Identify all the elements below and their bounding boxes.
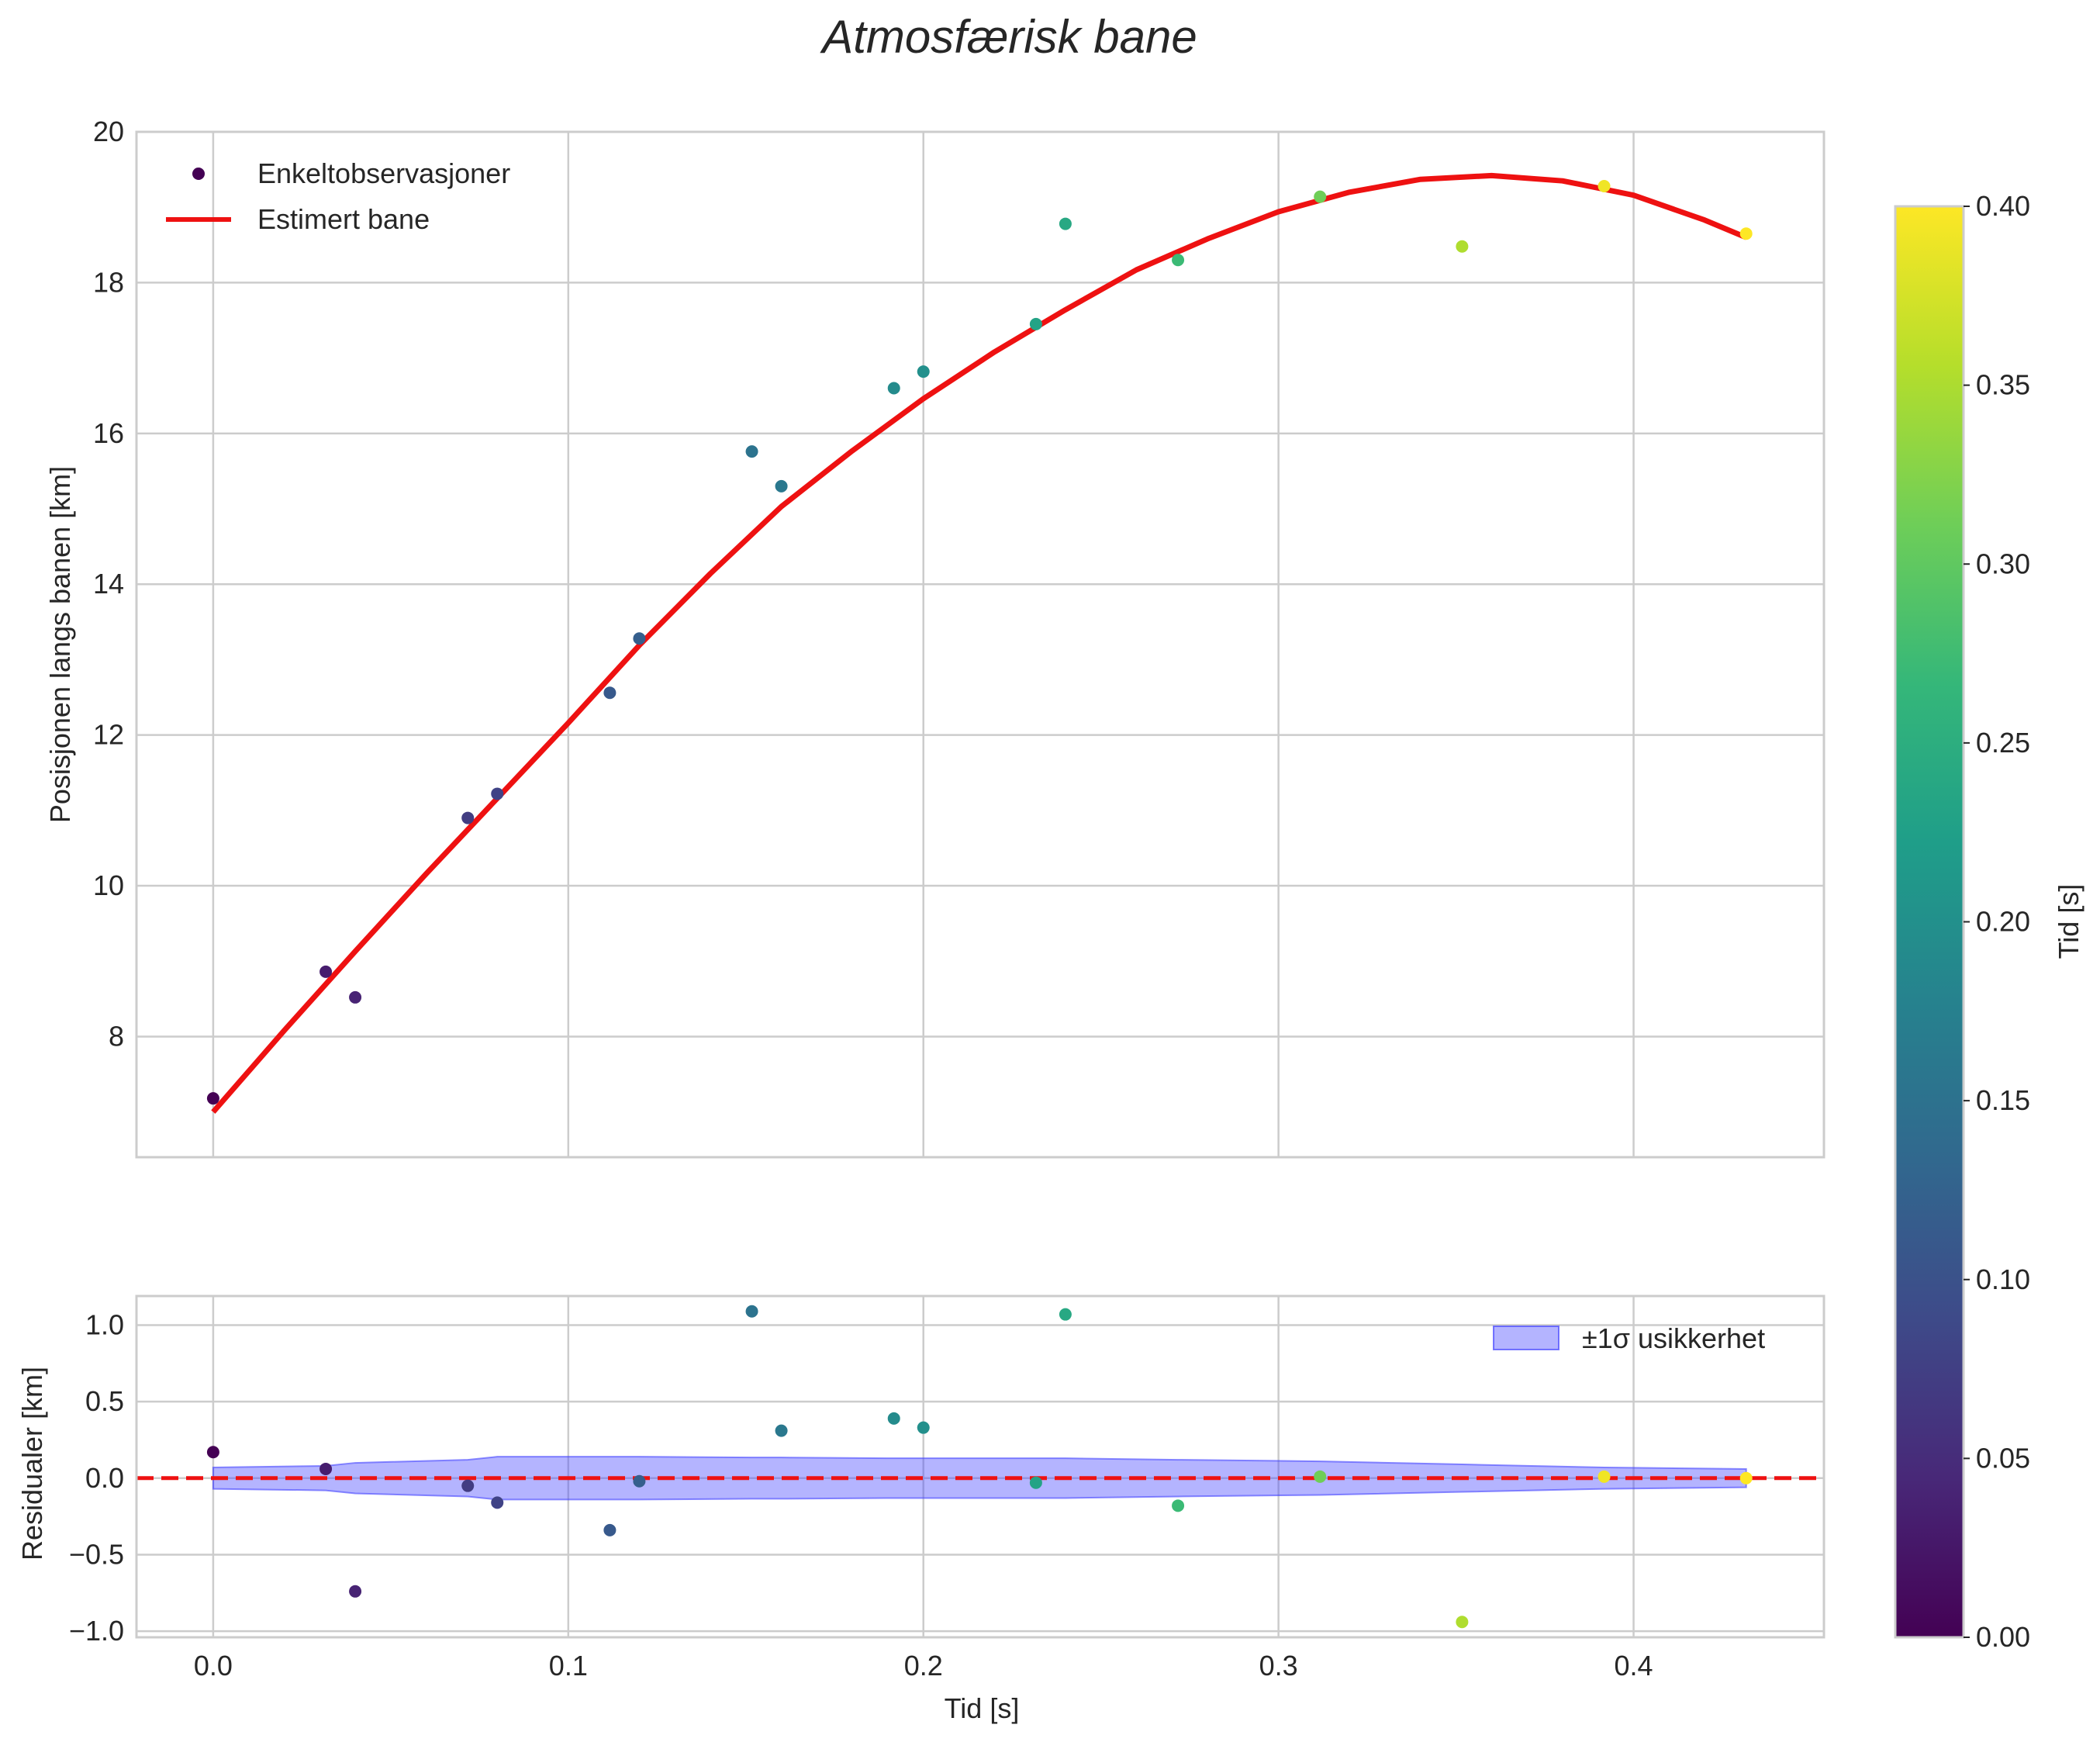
residual-point <box>319 1462 333 1475</box>
observation-point <box>1172 254 1185 267</box>
residual-panel: −1.0 −0.5 0.0 0.5 1.0 0.0 0.1 0.2 0.3 0.4 Residu… <box>16 1294 1825 1724</box>
x-axis-label: Tid [s] <box>945 1692 1020 1724</box>
residual-point <box>745 1305 758 1318</box>
colorbar-tick-label: 0.05 <box>1976 1442 2030 1474</box>
residual-y-tick-label: −1.0 <box>69 1615 124 1647</box>
main-y-tick-label: 8 <box>109 1020 124 1052</box>
observation-point <box>319 965 333 978</box>
residual-point <box>633 1474 646 1488</box>
residual-x-ticks: 0.0 0.1 0.2 0.3 0.4 <box>194 1650 1653 1682</box>
residual-point <box>349 1585 362 1598</box>
observation-point <box>887 382 900 395</box>
residual-point <box>1314 1470 1327 1483</box>
x-tick-label: 0.3 <box>1259 1650 1298 1682</box>
residual-y-axis-label: Residualer [km] <box>16 1367 48 1561</box>
main-y-tick-label: 10 <box>93 869 124 901</box>
main-frame <box>135 130 1825 1159</box>
colorbar-tick-label: 0.35 <box>1976 369 2030 401</box>
observation-point <box>633 632 646 645</box>
residual-y-tick-label: 0.5 <box>85 1385 124 1417</box>
residual-point <box>461 1479 475 1492</box>
estimated-trajectory-line <box>211 172 1748 1114</box>
observation-point <box>745 445 758 458</box>
residual-point <box>1739 1471 1753 1485</box>
observation-point <box>1314 190 1327 203</box>
residual-point <box>1029 1476 1042 1489</box>
residual-point <box>1456 1616 1469 1629</box>
residual-y-tick-label: 1.0 <box>85 1308 124 1340</box>
observation-point <box>349 990 362 1004</box>
colorbar-tick-label: 0.25 <box>1976 727 2030 759</box>
main-y-ticks: 8 10 12 14 16 18 20 <box>93 116 124 1052</box>
residual-point <box>887 1412 900 1425</box>
residual-y-tick-label: −0.5 <box>69 1538 124 1570</box>
main-legend: Enkeltobservasjoner Estimert bane <box>166 157 510 235</box>
residual-point <box>206 1446 219 1459</box>
legend-line-label: Estimert bane <box>257 203 430 235</box>
main-y-axis-label: Posisjonen langs banen [km] <box>44 466 76 823</box>
residual-y-ticks: −1.0 −0.5 0.0 0.5 1.0 <box>69 1308 124 1647</box>
residual-point <box>1597 1470 1611 1483</box>
colorbar-tick-label: 0.00 <box>1976 1621 2030 1653</box>
uncertainty-band <box>212 1456 1747 1501</box>
observation-point <box>461 811 475 824</box>
residual-point <box>917 1421 930 1434</box>
observation-point <box>1059 217 1072 230</box>
observation-point <box>1456 240 1469 253</box>
colorbar-tick-label: 0.15 <box>1976 1084 2030 1116</box>
residual-point <box>603 1523 617 1536</box>
legend-scatter-label: Enkeltobservasjoner <box>257 157 510 189</box>
colorbar-tick-label: 0.10 <box>1976 1263 2030 1295</box>
legend-band-swatch <box>1493 1326 1559 1350</box>
observation-point <box>775 479 788 493</box>
observation-point <box>1597 179 1611 192</box>
residual-point <box>1059 1308 1072 1321</box>
observation-point <box>1029 317 1042 330</box>
x-tick-label: 0.0 <box>194 1650 233 1682</box>
observation-point <box>917 365 930 378</box>
main-y-tick-label: 18 <box>93 266 124 298</box>
main-y-tick-label: 20 <box>93 116 124 147</box>
residual-point <box>1172 1499 1185 1512</box>
residual-y-tick-label: 0.0 <box>85 1462 124 1494</box>
main-y-tick-label: 14 <box>93 568 124 600</box>
main-plot-area <box>136 132 1824 1157</box>
residual-point <box>775 1424 788 1437</box>
residual-legend: ±1σ usikkerhet <box>1493 1322 1765 1354</box>
residual-point <box>491 1496 504 1509</box>
chart-title: Atmosfærisk bane <box>820 11 1197 63</box>
colorbar: 0.00 0.05 0.10 0.15 0.20 0.25 0.30 0.35 0.40 Tid… <box>1894 190 2084 1653</box>
colorbar-ticks: 0.00 0.05 0.10 0.15 0.20 0.25 0.30 0.35 0.40 <box>1964 190 2030 1653</box>
legend-band-label: ±1σ usikkerhet <box>1582 1322 1765 1354</box>
colorbar-tick-label: 0.40 <box>1976 190 2030 222</box>
x-tick-label: 0.2 <box>904 1650 943 1682</box>
colorbar-label: Tid [s] <box>2053 884 2084 959</box>
colorbar-gradient <box>1894 205 1965 1639</box>
main-y-tick-label: 16 <box>93 417 124 449</box>
x-tick-label: 0.4 <box>1615 1650 1653 1682</box>
observation-point <box>603 686 617 700</box>
main-panel: 8 10 12 14 16 18 20 Posisjonen langs banen [km… <box>44 116 1825 1159</box>
residual-frame <box>135 1294 1825 1639</box>
colorbar-tick-label: 0.20 <box>1976 906 2030 938</box>
main-y-tick-label: 12 <box>93 719 124 751</box>
colorbar-tick-label: 0.30 <box>1976 548 2030 579</box>
observation-point <box>1739 227 1753 240</box>
legend-scatter-marker <box>192 168 205 180</box>
observation-point <box>491 787 504 800</box>
x-tick-label: 0.1 <box>549 1650 588 1682</box>
observation-point <box>206 1092 219 1105</box>
